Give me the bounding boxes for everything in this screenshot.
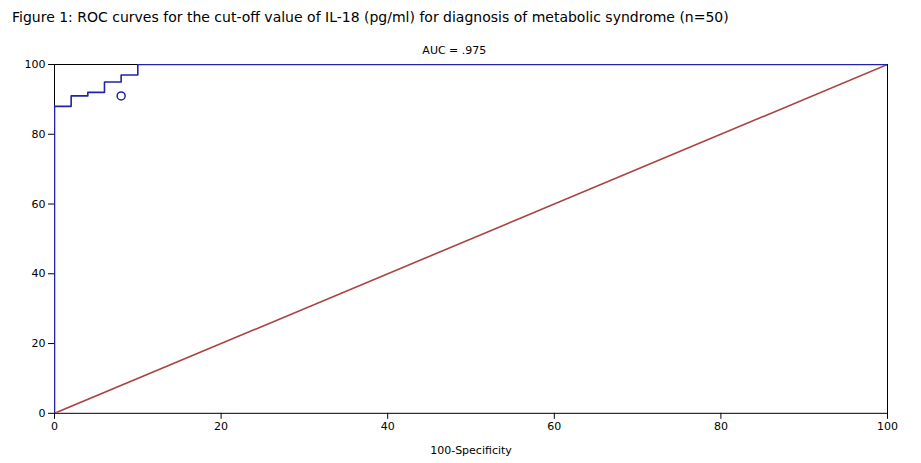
- svg-text:0: 0: [39, 407, 46, 420]
- svg-text:80: 80: [32, 128, 46, 141]
- svg-text:AUC = .975: AUC = .975: [422, 44, 486, 57]
- svg-text:40: 40: [381, 420, 395, 433]
- svg-text:20: 20: [214, 420, 228, 433]
- svg-text:100: 100: [25, 58, 46, 71]
- svg-text:100-Specificity: 100-Specificity: [430, 445, 512, 458]
- svg-text:0: 0: [51, 420, 58, 433]
- svg-text:40: 40: [32, 267, 46, 280]
- svg-text:20: 20: [32, 337, 46, 350]
- svg-text:60: 60: [32, 198, 46, 211]
- html-text:Figure 1: ROC curves for the c: Figure 1: ROC curves for the cut-off val…: [12, 9, 729, 25]
- svg-text:60: 60: [547, 420, 561, 433]
- svg-text:80: 80: [714, 420, 728, 433]
- svg-text:100: 100: [877, 420, 898, 433]
